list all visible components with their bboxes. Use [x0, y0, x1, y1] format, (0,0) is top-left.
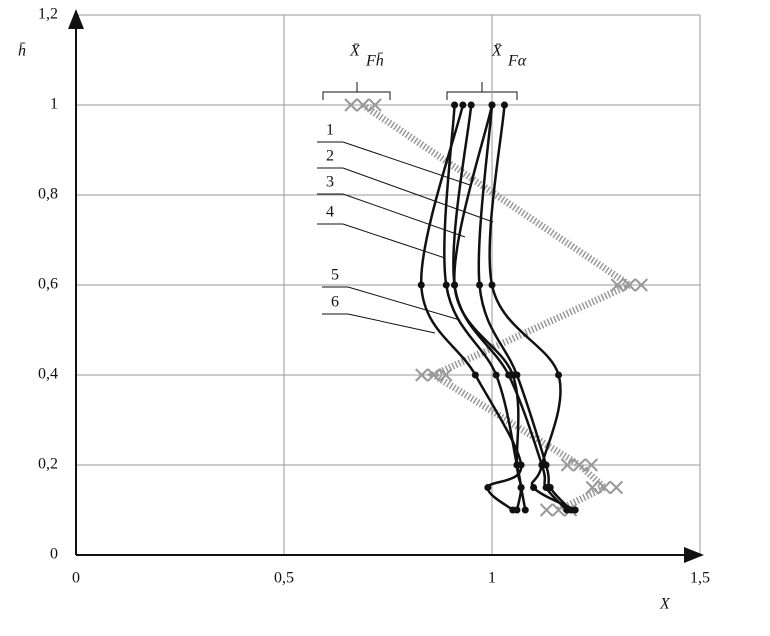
leader-line — [342, 193, 466, 238]
point — [476, 281, 484, 289]
point — [517, 484, 525, 491]
legend-label: 6 — [331, 294, 339, 311]
x-tick-label: 1,5 — [690, 570, 710, 587]
point — [513, 506, 521, 514]
point — [488, 101, 496, 109]
legend-label: 1 — [326, 122, 334, 139]
annotation: X̄ — [349, 43, 361, 60]
legend-label: 3 — [326, 174, 334, 191]
series-line — [420, 104, 523, 511]
x-marker — [344, 98, 382, 112]
bracket — [446, 82, 518, 100]
point — [451, 281, 459, 289]
y-tick-label: 0,2 — [38, 456, 58, 473]
point — [571, 506, 579, 514]
point — [471, 371, 479, 379]
series-line — [488, 104, 576, 512]
point — [492, 371, 500, 379]
x-marker — [539, 503, 578, 517]
x-marker — [610, 278, 648, 292]
x-tick-label: 0,5 — [274, 570, 294, 587]
x-marker — [560, 458, 599, 472]
x-axis-label: X — [659, 596, 671, 613]
x-marker — [415, 368, 453, 382]
y-tick-label: 0,4 — [38, 366, 58, 383]
point — [500, 101, 508, 109]
leader-line — [342, 167, 494, 223]
y-tick-label: 0,6 — [38, 276, 58, 293]
y-tick-label: 1 — [50, 96, 58, 113]
point — [546, 484, 554, 491]
point — [555, 371, 563, 379]
point — [513, 461, 521, 469]
legend-label: 4 — [326, 204, 334, 221]
point — [459, 101, 467, 109]
annotation: X̄ — [491, 43, 503, 60]
y-tick-label: 0 — [50, 546, 58, 563]
x-marker — [585, 480, 624, 495]
point — [467, 101, 475, 109]
annotation-sub: Fh̄ — [365, 53, 384, 70]
point — [509, 371, 517, 379]
series-line — [452, 104, 568, 511]
y-axis-label: h̄ — [18, 43, 26, 60]
point — [451, 101, 459, 109]
bracket — [322, 82, 391, 100]
legend-label: 2 — [326, 148, 334, 165]
annotation-sub: Fα — [507, 53, 527, 70]
leader-line — [347, 313, 436, 334]
point — [530, 484, 538, 491]
point — [442, 281, 450, 289]
point — [484, 484, 492, 491]
y-tick-label: 1,2 — [38, 6, 58, 23]
y-tick-label: 0,8 — [38, 186, 58, 203]
legend-label: 5 — [331, 267, 339, 284]
point — [538, 461, 546, 469]
leader-line — [347, 286, 461, 321]
series-line — [453, 104, 523, 511]
series-line — [477, 104, 572, 511]
x-tick-label: 0 — [72, 570, 80, 587]
point — [488, 281, 496, 289]
leader-line — [342, 223, 446, 259]
x-tick-label: 1 — [488, 570, 496, 587]
point — [417, 281, 425, 289]
point — [521, 506, 529, 514]
